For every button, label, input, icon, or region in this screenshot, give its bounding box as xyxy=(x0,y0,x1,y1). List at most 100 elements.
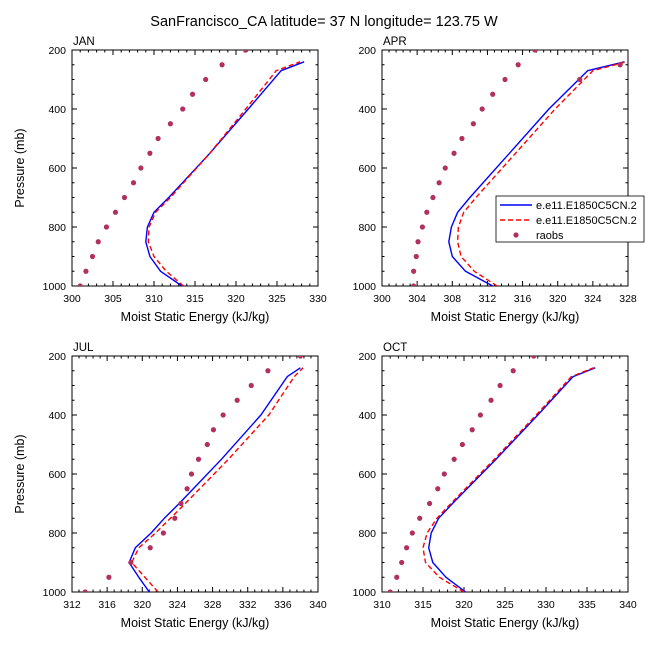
raobs-point xyxy=(184,486,190,492)
x-tick-label: 325 xyxy=(268,293,286,305)
raobs-point xyxy=(424,209,430,215)
raobs-point xyxy=(490,91,496,97)
y-tick-label: 200 xyxy=(48,351,66,363)
x-tick-label: 332 xyxy=(239,599,257,611)
y-tick-label: 800 xyxy=(48,528,66,540)
legend-label: e.e11.E1850C5CN.2 xyxy=(536,215,637,227)
raobs-point xyxy=(160,530,166,536)
raobs-point xyxy=(577,76,583,83)
x-tick-label: 300 xyxy=(63,293,81,305)
y-tick-label: 1000 xyxy=(43,587,67,599)
raobs-point xyxy=(394,574,400,580)
x-axis-title: Moist Static Energy (kJ/kg) xyxy=(121,310,270,324)
series-line-dashed-red xyxy=(130,367,304,592)
x-tick-label: 336 xyxy=(274,599,292,611)
plot-frame xyxy=(71,355,319,593)
series-line-solid-blue xyxy=(145,61,305,286)
raobs-point xyxy=(220,412,226,418)
x-tick-label: 308 xyxy=(444,293,462,305)
raobs-point xyxy=(426,500,433,507)
y-tick-label: 200 xyxy=(48,45,66,57)
raobs-point xyxy=(155,135,161,142)
raobs-point xyxy=(419,224,426,230)
raobs-point xyxy=(203,76,209,83)
raobs-point xyxy=(387,589,393,592)
y-tick-label: 200 xyxy=(358,351,376,363)
x-tick-label: 304 xyxy=(408,293,426,305)
x-tick-label: 320 xyxy=(134,599,152,611)
y-tick-label: 400 xyxy=(358,410,376,422)
x-tick-label: 330 xyxy=(537,599,555,611)
raobs-point xyxy=(399,559,405,566)
raobs-point xyxy=(138,165,144,171)
plot-frame xyxy=(381,355,629,593)
raobs-point xyxy=(172,515,178,521)
raobs-point xyxy=(561,339,566,344)
raobs-point xyxy=(121,194,128,201)
raobs-point xyxy=(459,135,465,142)
raobs-point xyxy=(469,427,475,433)
raobs-point xyxy=(195,456,202,462)
x-tick-label: 324 xyxy=(584,293,602,305)
x-tick-label: 320 xyxy=(227,293,245,305)
raobs-point xyxy=(415,239,421,245)
x-tick-label: 310 xyxy=(373,599,391,611)
figure-title: SanFrancisco_CA latitude= 37 N longitude… xyxy=(150,14,498,30)
y-tick-label: 800 xyxy=(48,222,66,234)
series-line-dashed-red xyxy=(147,61,301,286)
y-tick-label: 400 xyxy=(358,104,376,116)
y-tick-label: 1000 xyxy=(43,281,67,293)
x-tick-label: 324 xyxy=(169,599,187,611)
x-tick-label: 316 xyxy=(98,599,116,611)
raobs-point xyxy=(404,545,410,551)
y-tick-label: 800 xyxy=(358,222,376,234)
legend: e.e11.E1850C5CN.2 e.e11.E1850C5CN.2 raobs xyxy=(495,195,645,243)
y-tick-label: 1000 xyxy=(353,587,377,599)
series-line-solid-blue xyxy=(428,367,596,592)
x-tick-label: 315 xyxy=(186,293,204,305)
y-tick-label: 400 xyxy=(48,104,66,116)
x-axis-title: Moist Static Energy (kJ/kg) xyxy=(121,616,270,630)
series-group xyxy=(82,356,304,592)
series-group xyxy=(411,33,627,286)
series-line-dashed-red xyxy=(456,61,627,286)
raobs-point xyxy=(617,62,623,68)
raobs-point xyxy=(451,456,457,462)
panel-label: JAN xyxy=(73,36,95,48)
x-tick-label: 320 xyxy=(455,599,473,611)
series-group xyxy=(387,339,596,592)
y-tick-label: 600 xyxy=(358,163,376,175)
x-axis-title: Moist Static Energy (kJ/kg) xyxy=(431,616,580,630)
series-line-solid-blue xyxy=(128,367,301,592)
panel-jan: JAN 300 305 310 315 320 325 330 200 400 600 800 1000… xyxy=(13,36,327,324)
legend-box xyxy=(495,195,645,243)
legend-label: e.e11.E1850C5CN.2 xyxy=(536,200,637,212)
panel-label: OCT xyxy=(383,342,407,354)
raobs-point xyxy=(103,224,110,230)
raobs-point xyxy=(167,121,173,127)
y-tick-label: 600 xyxy=(358,469,376,481)
raobs-point xyxy=(409,530,415,536)
raobs-point xyxy=(441,471,447,477)
y-tick-label: 600 xyxy=(48,469,66,481)
y-tick-label: 1000 xyxy=(353,281,377,293)
raobs-point xyxy=(243,50,249,53)
raobs-point xyxy=(178,500,184,507)
raobs-point xyxy=(550,33,555,38)
raobs-point xyxy=(459,441,465,448)
raobs-point xyxy=(147,545,153,551)
raobs-point xyxy=(479,106,485,112)
x-tick-label: 312 xyxy=(63,599,81,611)
raobs-point xyxy=(82,589,88,592)
y-tick-label: 200 xyxy=(358,45,376,57)
legend-label: raobs xyxy=(536,230,564,242)
raobs-point xyxy=(248,382,254,389)
raobs-point xyxy=(515,62,521,68)
raobs-point xyxy=(180,106,186,112)
raobs-point xyxy=(112,209,119,215)
y-tick-label: 800 xyxy=(358,528,376,540)
y-axis-title: Pressure (mb) xyxy=(13,128,27,207)
x-tick-label: 310 xyxy=(145,293,163,305)
panel-oct: OCT 310 315 320 325 330 335 340 200 400 600 800 1000… xyxy=(353,339,637,630)
x-tick-label: 340 xyxy=(619,599,637,611)
